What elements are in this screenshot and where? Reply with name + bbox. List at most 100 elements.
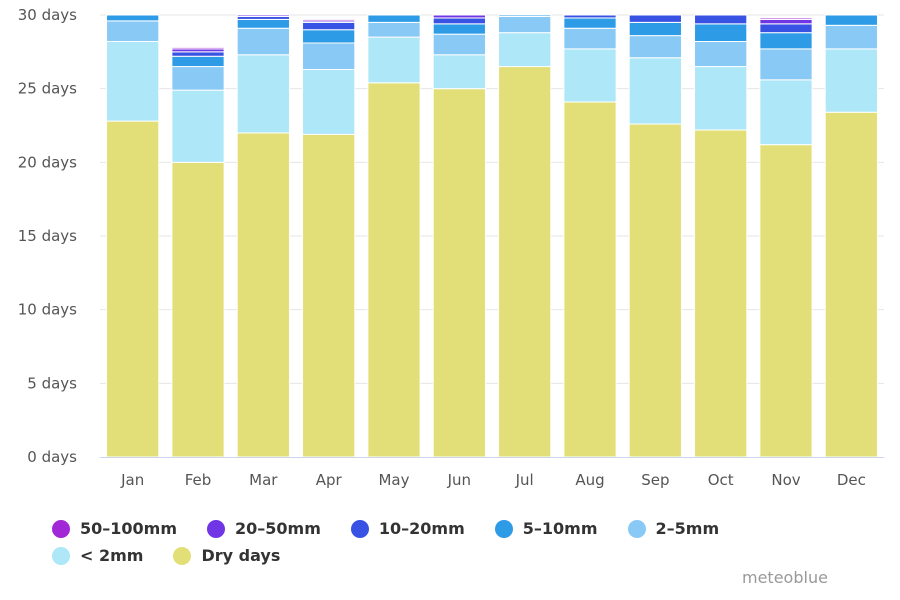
- bar-segment[interactable]: [236, 14, 290, 17]
- bar-segment[interactable]: [563, 101, 617, 458]
- bar-segment[interactable]: [759, 23, 813, 34]
- bar-segment[interactable]: [302, 133, 356, 458]
- bar-segment[interactable]: [432, 33, 486, 56]
- bar-segment[interactable]: [171, 51, 225, 57]
- bar-stack[interactable]: [367, 14, 421, 458]
- bar-segment[interactable]: [694, 23, 748, 43]
- bar-segment[interactable]: [432, 14, 486, 19]
- x-tick-label: Dec: [837, 471, 866, 489]
- bar-segment[interactable]: [628, 123, 682, 458]
- bar-segment[interactable]: [694, 129, 748, 458]
- x-tick-label: Nov: [771, 471, 800, 489]
- bar-segment[interactable]: [498, 15, 552, 34]
- legend-item-10-20mm[interactable]: 10–20mm: [350, 519, 465, 538]
- legend-item-20-50mm[interactable]: 20–50mm: [207, 519, 321, 538]
- bar-segment[interactable]: [236, 27, 290, 56]
- bar-segment[interactable]: [824, 24, 878, 50]
- bar-segment[interactable]: [302, 69, 356, 135]
- legend-label: 50–100mm: [80, 519, 178, 538]
- bar-segment[interactable]: [302, 18, 356, 22]
- bar-segment[interactable]: [824, 14, 878, 26]
- bar-segment[interactable]: [759, 48, 813, 81]
- bar-segment[interactable]: [563, 48, 617, 103]
- bar-segment[interactable]: [498, 14, 552, 17]
- bars: [106, 14, 878, 458]
- legend-item-lt-2mm[interactable]: < 2mm: [52, 546, 143, 565]
- legend-marker: [350, 519, 369, 538]
- bar-segment[interactable]: [759, 32, 813, 50]
- bar-segment[interactable]: [824, 111, 878, 458]
- legend-label: 2–5mm: [655, 519, 720, 538]
- bar-segment[interactable]: [302, 29, 356, 44]
- x-tick-label: May: [378, 471, 409, 489]
- bar-segment[interactable]: [432, 17, 486, 25]
- bar-segment[interactable]: [694, 41, 748, 68]
- bar-stack[interactable]: [563, 14, 617, 458]
- bar-segment[interactable]: [367, 82, 421, 458]
- legend-marker: [173, 546, 192, 565]
- bar-segment[interactable]: [824, 48, 878, 113]
- bar-stack[interactable]: [694, 14, 748, 458]
- x-axis-tick-labels: Jan Feb Mar Apr May Jun Jul Aug Sep Oct Nov Dec: [120, 471, 866, 489]
- bar-segment[interactable]: [171, 89, 225, 163]
- bar-segment[interactable]: [171, 55, 225, 68]
- bar-segment[interactable]: [432, 23, 486, 35]
- bar-segment[interactable]: [171, 161, 225, 458]
- bar-segment[interactable]: [759, 17, 813, 20]
- bar-segment[interactable]: [498, 32, 552, 68]
- bar-segment[interactable]: [432, 54, 486, 90]
- bar-segment[interactable]: [106, 120, 160, 458]
- bar-segment[interactable]: [106, 20, 160, 43]
- bar-stack[interactable]: [628, 14, 682, 458]
- legend-item-2-5mm[interactable]: 2–5mm: [627, 519, 720, 538]
- bar-segment[interactable]: [759, 144, 813, 458]
- x-tick-label: Apr: [316, 471, 343, 489]
- legend-marker: [52, 546, 70, 565]
- bar-segment[interactable]: [628, 21, 682, 37]
- bar-segment[interactable]: [498, 66, 552, 458]
- legend-item-50-100mm[interactable]: 50–100mm: [52, 519, 177, 538]
- bar-segment[interactable]: [694, 66, 748, 131]
- bar-segment[interactable]: [694, 14, 748, 25]
- bar-segment[interactable]: [367, 21, 421, 38]
- legend-item-5-10mm[interactable]: 5–10mm: [494, 519, 598, 538]
- y-axis-tick-labels: 0 days 5 days 10 days 15 days 20 days 25 days…: [18, 6, 77, 466]
- legend-marker: [207, 519, 226, 538]
- bar-segment[interactable]: [759, 18, 813, 25]
- bar-segment[interactable]: [106, 14, 160, 22]
- legend-label: 10–20mm: [378, 519, 465, 538]
- bar-stack[interactable]: [498, 14, 552, 458]
- credit-label[interactable]: meteoblue: [742, 568, 828, 587]
- bar-segment[interactable]: [563, 27, 617, 50]
- y-tick-label: 0 days: [27, 448, 77, 466]
- legend-marker: [494, 519, 513, 538]
- bar-segment[interactable]: [171, 46, 225, 50]
- bar-segment[interactable]: [367, 14, 421, 23]
- bar-segment[interactable]: [171, 66, 225, 91]
- bar-stack[interactable]: [432, 14, 486, 458]
- bar-segment[interactable]: [367, 36, 421, 84]
- y-tick-label: 5 days: [27, 374, 77, 392]
- legend-row-1: 50–100mm 20–50mm 10–20mm 5–10mm 2–5mm: [52, 515, 852, 542]
- bar-stack[interactable]: [302, 18, 356, 458]
- bar-segment[interactable]: [106, 41, 160, 122]
- bar-stack[interactable]: [236, 14, 290, 458]
- bar-segment[interactable]: [628, 57, 682, 125]
- bar-segment[interactable]: [563, 14, 617, 19]
- bar-stack[interactable]: [171, 46, 225, 458]
- bar-segment[interactable]: [563, 17, 617, 29]
- bar-stack[interactable]: [759, 17, 813, 458]
- bar-segment[interactable]: [628, 14, 682, 23]
- bar-segment[interactable]: [236, 54, 290, 134]
- bar-segment[interactable]: [236, 132, 290, 458]
- bar-segment[interactable]: [759, 79, 813, 146]
- bar-segment[interactable]: [302, 21, 356, 31]
- bar-segment[interactable]: [236, 18, 290, 29]
- bar-segment[interactable]: [432, 88, 486, 458]
- bar-segment[interactable]: [302, 42, 356, 71]
- bar-stack[interactable]: [824, 14, 878, 458]
- legend-item-dry-days[interactable]: Dry days: [173, 546, 280, 565]
- bar-stack[interactable]: [106, 14, 160, 458]
- legend-label: 20–50mm: [235, 519, 321, 538]
- bar-segment[interactable]: [628, 35, 682, 59]
